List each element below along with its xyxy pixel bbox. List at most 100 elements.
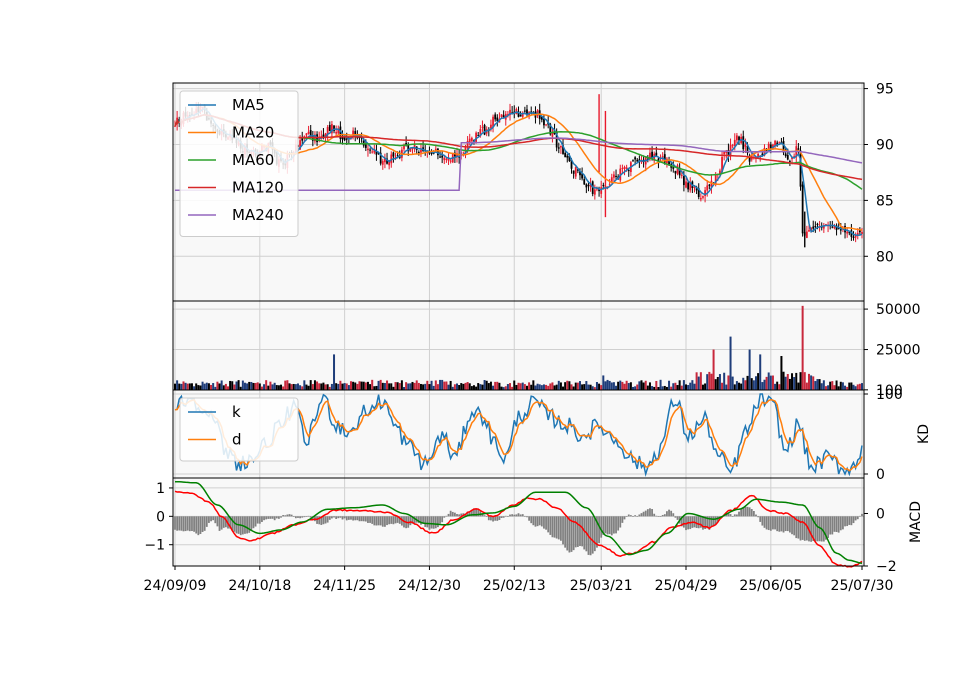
- macd-histogram-bar: [850, 516, 853, 526]
- volume-bar: [776, 381, 779, 390]
- volume-bar: [462, 383, 465, 390]
- volume-bar: [231, 381, 234, 390]
- volume-bar: [203, 383, 206, 390]
- candle-body: [396, 155, 399, 157]
- macd-histogram-bar: [271, 516, 274, 519]
- volume-bar: [195, 383, 198, 390]
- candle-body: [833, 226, 836, 229]
- volume-bar: [619, 380, 622, 390]
- candle-body: [759, 156, 762, 158]
- macd-histogram-bar: [564, 516, 567, 548]
- macd-histogram-bar: [184, 516, 187, 532]
- candle-body: [663, 154, 666, 163]
- xtick-label: 25/03/21: [570, 578, 633, 594]
- candle-body: [856, 232, 859, 236]
- candle-body: [439, 156, 441, 158]
- volume-bar: [432, 385, 435, 390]
- candle-body: [434, 148, 437, 152]
- candle-body: [174, 125, 176, 127]
- panel-backgrounds: [173, 83, 864, 566]
- candle-body: [587, 184, 590, 186]
- macd-histogram-bar: [191, 516, 193, 532]
- macd-histogram-bar: [379, 516, 382, 526]
- volume-bar: [400, 380, 403, 390]
- volume-bar: [186, 383, 189, 390]
- macd-histogram-bar: [377, 516, 380, 526]
- volume-bar: [373, 386, 376, 390]
- volume-bar: [492, 385, 495, 390]
- macd-histogram-bar: [502, 516, 505, 518]
- volume-bar: [814, 381, 817, 390]
- volume-bar: [309, 380, 312, 390]
- macd-histogram-bar: [530, 516, 533, 524]
- volume-bar: [685, 384, 688, 390]
- macd-histogram-bar: [831, 516, 834, 535]
- macd-histogram-bar: [789, 516, 791, 533]
- macd-histogram-bar: [229, 516, 232, 529]
- candle-body: [615, 175, 617, 177]
- candle-body: [307, 131, 310, 134]
- volume-bar: [460, 383, 463, 390]
- candle-body: [697, 188, 700, 198]
- candle-body: [384, 157, 386, 163]
- macd-histogram-bar: [744, 506, 747, 517]
- macd-histogram-bar: [549, 516, 552, 535]
- volume-bar: [623, 383, 626, 390]
- macd-histogram-bar: [856, 516, 859, 520]
- macd-histogram-bar: [674, 516, 677, 518]
- volume-bar: [824, 386, 827, 390]
- macd-histogram-bar: [205, 516, 208, 527]
- volume-bar: [294, 384, 297, 390]
- volume-bar: [445, 381, 448, 390]
- candle-body: [390, 154, 393, 164]
- volume-bar: [502, 387, 505, 390]
- macd-histogram-bar: [483, 515, 486, 517]
- macd-histogram-bar: [388, 516, 391, 525]
- macd-histogram-bar: [381, 516, 384, 527]
- volume-bar: [426, 380, 429, 390]
- candle-body: [674, 170, 677, 174]
- macd-histogram-bar: [793, 516, 796, 536]
- candle-body: [549, 124, 552, 135]
- macd-histogram-bar: [776, 516, 779, 532]
- price-ytick-label: 80: [876, 249, 894, 265]
- volume-bar: [780, 356, 783, 390]
- macd-histogram-bar: [284, 515, 287, 517]
- volume-bar: [697, 376, 700, 390]
- macd-histogram-bar: [822, 516, 825, 542]
- volume-bar: [549, 383, 552, 390]
- volume-bar: [472, 385, 475, 390]
- macd-histogram-bar: [280, 516, 282, 518]
- candle-body: [651, 151, 653, 160]
- volume-bar: [299, 385, 302, 390]
- volume-bar: [481, 384, 484, 390]
- macd-histogram-bar: [326, 516, 329, 523]
- volume-bar: [812, 376, 815, 390]
- candle-body: [858, 230, 861, 233]
- macd-axis-label: MACD: [908, 501, 924, 543]
- macd-histogram-bar: [844, 516, 846, 527]
- macd-histogram-bar: [528, 516, 531, 521]
- candle-body: [328, 125, 331, 132]
- macd-histogram-bar: [451, 511, 454, 517]
- volume-bar: [258, 383, 261, 390]
- macd-histogram-bar: [805, 516, 808, 541]
- volume-bar: [256, 382, 259, 390]
- candle-body: [581, 173, 584, 179]
- volume-bar: [704, 383, 707, 390]
- volume-bar: [818, 379, 821, 390]
- candle-body: [854, 235, 857, 238]
- volume-bar: [608, 380, 611, 390]
- price-ytick-label: 95: [876, 82, 894, 98]
- macd-histogram-bar: [615, 516, 617, 534]
- macd-histogram-bar: [500, 516, 503, 518]
- macd-histogram-bar: [651, 509, 653, 517]
- candle-body: [309, 130, 312, 138]
- candle-body: [502, 115, 505, 117]
- candle-body: [735, 135, 738, 141]
- candle-body: [685, 181, 687, 188]
- macd-histogram-bar: [833, 516, 836, 532]
- volume-bar: [233, 384, 236, 390]
- volume-bar: [534, 385, 537, 390]
